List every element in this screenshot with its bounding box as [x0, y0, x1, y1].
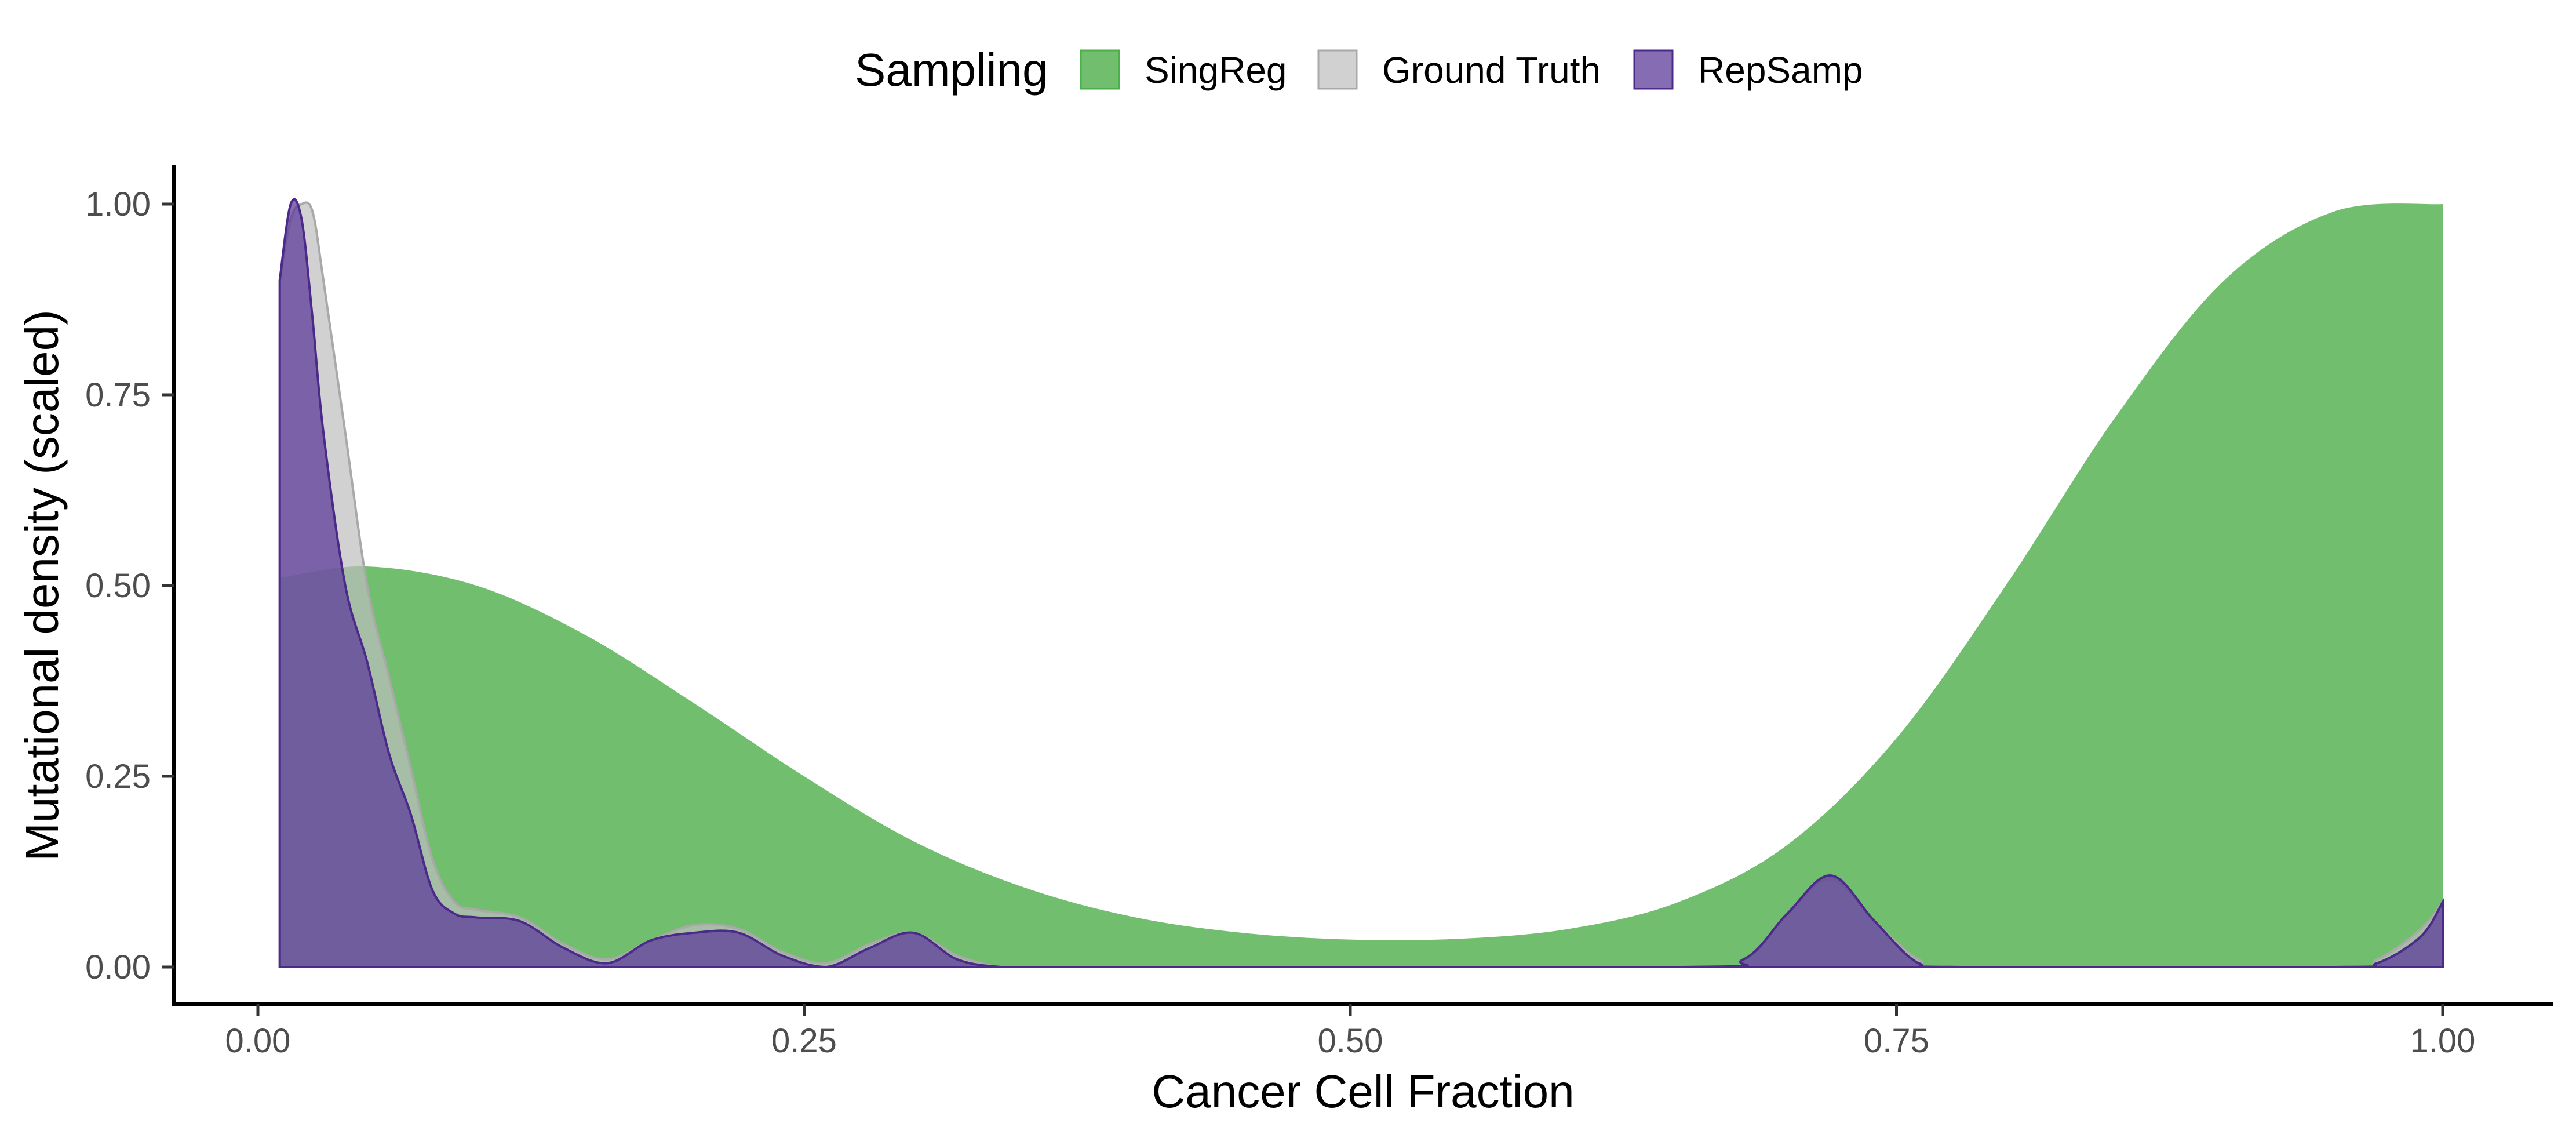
y-axis-title: Mutational density (scaled): [16, 310, 68, 862]
legend-key-ground-truth: [1317, 49, 1358, 90]
density-area-repsamp: [278, 198, 2444, 969]
legend-title: Sampling: [855, 44, 1048, 96]
legend-item-singreg: SingReg: [1080, 49, 1287, 91]
x-tick-label: 0.25: [771, 1022, 837, 1060]
x-ticks: 0.00 0.25 0.50 0.75 1.00: [225, 1004, 2476, 1060]
plot-areas: [278, 198, 2444, 969]
x-tick-label: 1.00: [2410, 1022, 2476, 1060]
x-tick-label: 0.00: [225, 1022, 291, 1060]
density-area-ground-truth: [278, 201, 2444, 969]
axes: 0.00 0.25 0.50 0.75 1.00 0.00 0.25 0.50 0.75 1.0…: [85, 165, 2553, 1060]
y-tick-label: 0.75: [85, 376, 151, 414]
x-axis-title: Cancer Cell Fraction: [1152, 1066, 1574, 1117]
x-tick-label: 0.75: [1864, 1022, 1929, 1060]
y-tick-label: 1.00: [85, 186, 151, 223]
legend-key-singreg: [1080, 49, 1120, 90]
legend-key-repsamp: [1633, 49, 1674, 90]
legend-label-singreg: SingReg: [1145, 49, 1287, 91]
density-area-singreg: [279, 203, 2443, 967]
legend-label-repsamp: RepSamp: [1698, 49, 1863, 91]
legend-items: SingReg Ground Truth RepSamp: [1080, 49, 1863, 91]
legend: Sampling SingReg Ground Truth RepSamp: [855, 44, 1863, 96]
y-ticks: 0.00 0.25 0.50 0.75 1.00: [85, 186, 174, 986]
y-tick-label: 0.25: [85, 758, 151, 795]
x-tick-label: 0.50: [1318, 1022, 1383, 1060]
legend-label-ground-truth: Ground Truth: [1382, 49, 1601, 91]
y-tick-label: 0.00: [85, 948, 151, 986]
y-tick-label: 0.50: [85, 567, 151, 605]
legend-item-repsamp: RepSamp: [1633, 49, 1863, 91]
legend-item-ground-truth: Ground Truth: [1317, 49, 1601, 91]
